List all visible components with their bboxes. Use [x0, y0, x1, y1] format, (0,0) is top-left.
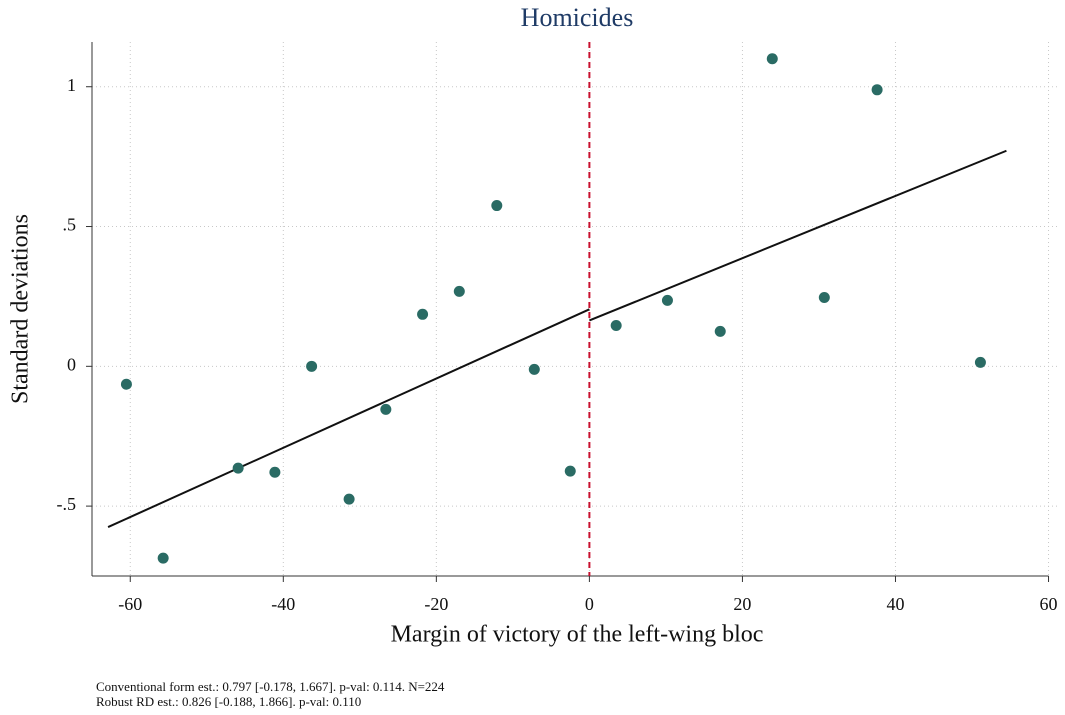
y-tick-label: -.5 — [57, 494, 77, 514]
point — [491, 200, 503, 212]
fit-line — [107, 308, 590, 528]
x-tick-label: 0 — [585, 594, 594, 614]
point — [157, 552, 169, 564]
point — [871, 84, 883, 96]
point — [818, 292, 830, 304]
point — [417, 308, 429, 320]
point — [269, 466, 281, 478]
note: Robust RD est.: 0.826 [-0.188, 1.866]. p… — [96, 694, 361, 709]
y-tick-label: .5 — [63, 215, 77, 235]
point — [974, 356, 986, 368]
point — [766, 53, 778, 65]
x-tick-label: -60 — [118, 594, 142, 614]
point — [380, 403, 392, 415]
x-tick-label: 40 — [886, 594, 904, 614]
point — [453, 285, 465, 297]
point — [232, 462, 244, 474]
fit-line — [589, 149, 1007, 322]
point — [343, 493, 355, 505]
point — [610, 319, 622, 331]
point — [120, 378, 132, 390]
x-tick-label: -20 — [424, 594, 448, 614]
point — [714, 325, 726, 337]
y-tick-label: 1 — [67, 75, 76, 95]
x-tick-label: 20 — [733, 594, 751, 614]
point — [564, 465, 576, 477]
x-axis-label: Margin of victory of the left-wing bloc — [391, 622, 764, 648]
x-tick-label: -40 — [271, 594, 295, 614]
y-tick-label: 0 — [67, 354, 76, 374]
chart-title: Homicides — [521, 3, 634, 32]
y-axis-label: Standard deviations — [8, 214, 34, 404]
point — [306, 360, 318, 372]
point — [661, 294, 673, 306]
note: Conventional form est.: 0.797 [-0.178, 1… — [96, 679, 445, 694]
point — [528, 363, 540, 375]
x-tick-label: 60 — [1040, 594, 1058, 614]
